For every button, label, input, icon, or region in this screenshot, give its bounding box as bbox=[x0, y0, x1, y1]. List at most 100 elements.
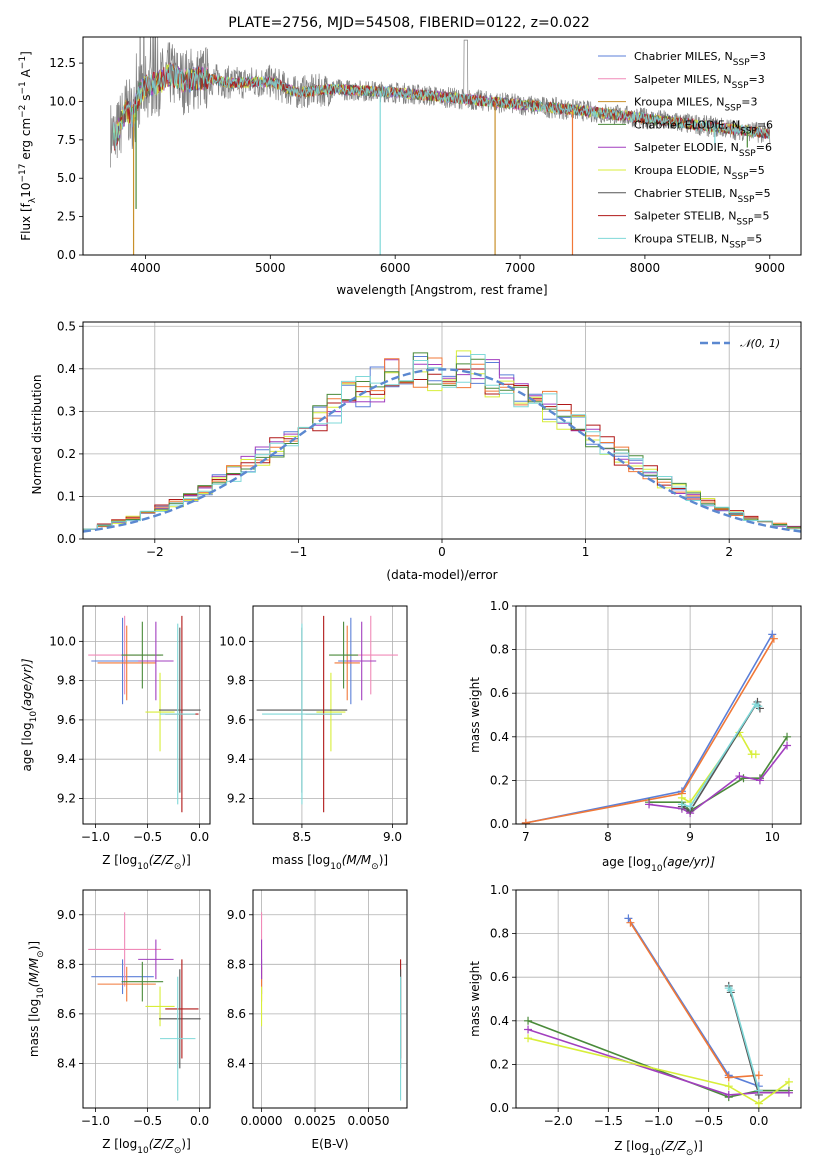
x-tick-label: 7 bbox=[522, 830, 530, 844]
panel-age_vs_Z: −1.0 −0.5 0.0 9.2 9.4 9.6 9.8 10.0 Z [log10(Z/Z⊙… bbox=[20, 605, 211, 872]
y-tick-label: 0.4 bbox=[490, 1014, 509, 1028]
mass-weight-marker bbox=[754, 702, 763, 711]
x-tick-label: −2.0 bbox=[544, 1114, 573, 1128]
y-tick-label: 0.2 bbox=[490, 1057, 509, 1071]
x-tick-label: 0.0 bbox=[190, 830, 209, 844]
mass-weight-marker bbox=[754, 1099, 763, 1108]
panel-mass_weight_vs_age: 7 8 9 10 0.0 0.2 0.4 0.6 0.8 1.0 age [log10(age/yr… bbox=[468, 599, 802, 874]
y-tick-label: 10.0 bbox=[219, 634, 246, 648]
mass-weight-marker bbox=[524, 1016, 533, 1025]
x-tick-label: 10 bbox=[765, 830, 780, 844]
axes-frame bbox=[82, 605, 211, 825]
y-tick-label: 9.0 bbox=[227, 908, 246, 922]
x-tick-label: 5000 bbox=[255, 261, 286, 275]
plot-area bbox=[83, 350, 801, 533]
mass-weight-marker bbox=[783, 732, 792, 741]
axes-frame bbox=[252, 889, 408, 1109]
x-axis-label: Z [log10(Z/Z⊙)] bbox=[102, 853, 191, 872]
panel-mass_weight_vs_Z: −2.0 −1.5 −1.0 −0.5 0.0 0.0 0.2 0.4 0.6 0.8 1.0 Z [… bbox=[468, 883, 802, 1158]
x-axis-label: mass [log10(M/M⊙)] bbox=[272, 853, 388, 872]
y-tick-label: 8.4 bbox=[227, 1056, 246, 1070]
mass-weight-marker bbox=[677, 800, 686, 809]
mass-weight-line bbox=[525, 638, 775, 824]
y-tick-label: 2.5 bbox=[57, 210, 76, 224]
y-tick-label: 0.0 bbox=[490, 817, 509, 831]
x-tick-label: 0.0000 bbox=[241, 1114, 283, 1128]
y-tick-label: 8.4 bbox=[57, 1056, 76, 1070]
normal-curve bbox=[83, 368, 801, 533]
y-tick-label: 10.0 bbox=[49, 94, 76, 108]
figure-title: PLATE=2756, MJD=54508, FIBERID=0122, z=0… bbox=[228, 15, 590, 31]
y-tick-label: 12.5 bbox=[49, 56, 76, 70]
y-tick-label: 7.5 bbox=[57, 133, 76, 147]
y-tick-label: 9.2 bbox=[57, 791, 76, 805]
y-tick-label: 0.1 bbox=[57, 489, 76, 503]
x-tick-label: −2 bbox=[146, 545, 164, 559]
mass-weight-marker bbox=[686, 802, 695, 811]
y-tick-label: 8.8 bbox=[57, 957, 76, 971]
y-tick-label: 8.8 bbox=[227, 957, 246, 971]
legend-entry: Kroupa MILES, NSSP=3 bbox=[634, 96, 758, 114]
plot-area bbox=[524, 914, 793, 1108]
y-tick-label: 0.8 bbox=[490, 643, 509, 657]
legend-entry: Chabrier MILES, NSSP=3 bbox=[634, 50, 766, 68]
mass-weight-marker bbox=[751, 750, 760, 759]
model-spectrum bbox=[112, 64, 770, 150]
panel-residuals: −2 −1 0 1 2 0.0 0.1 0.2 0.3 0.4 0.5 (data-model)/er… bbox=[30, 319, 802, 582]
axes-frame bbox=[82, 321, 802, 540]
mass-weight-marker bbox=[645, 800, 654, 809]
mass-weight-marker bbox=[624, 914, 633, 923]
mass-weight-marker bbox=[768, 630, 777, 639]
mass-weight-line bbox=[629, 922, 759, 1079]
x-tick-label: −1 bbox=[290, 545, 308, 559]
legend-entry: 𝒩(0, 1) bbox=[740, 337, 780, 350]
legend-entry: Kroupa STELIB, NSSP=5 bbox=[634, 232, 762, 250]
grid bbox=[253, 890, 407, 1108]
mass-weight-marker bbox=[626, 918, 635, 927]
y-tick-label: 0.4 bbox=[57, 362, 76, 376]
plot-area bbox=[521, 630, 792, 824]
grid bbox=[83, 890, 210, 1108]
y-tick-label: 0.3 bbox=[57, 404, 76, 418]
mass-weight-line bbox=[681, 702, 759, 808]
mass-weight-line bbox=[525, 633, 773, 824]
x-tick-label: 9 bbox=[686, 830, 694, 844]
y-axis-label: mass weight bbox=[468, 677, 482, 753]
plot-area bbox=[261, 912, 402, 1101]
legend-entry: Salpeter MILES, NSSP=3 bbox=[634, 73, 765, 91]
y-tick-label: 0.5 bbox=[57, 319, 76, 333]
residual-histogram bbox=[83, 354, 801, 530]
panel-mass_vs_Z: −1.0 −0.5 0.0 8.4 8.6 8.8 9.0 Z [log10(Z/Z⊙)] ma… bbox=[27, 889, 211, 1156]
y-tick-label: 0.4 bbox=[490, 730, 509, 744]
legend-entry: Chabrier ELODIE, NSSP=6 bbox=[634, 118, 773, 136]
y-tick-label: 9.0 bbox=[57, 908, 76, 922]
y-tick-label: 9.2 bbox=[227, 791, 246, 805]
grid bbox=[253, 606, 407, 824]
mass-weight-line bbox=[649, 736, 788, 812]
x-tick-label: 9000 bbox=[755, 261, 786, 275]
mass-weight-marker bbox=[724, 1082, 733, 1091]
y-axis-label: mass weight bbox=[468, 961, 482, 1037]
y-tick-label: 1.0 bbox=[490, 599, 509, 613]
legend-entry: Salpeter ELODIE, NSSP=6 bbox=[634, 141, 772, 159]
y-tick-label: 0.8 bbox=[490, 927, 509, 941]
mass-weight-marker bbox=[726, 986, 735, 995]
legend-entry: Chabrier STELIB, NSSP=5 bbox=[634, 187, 771, 205]
x-tick-label: 4000 bbox=[130, 261, 161, 275]
y-tick-label: 8.6 bbox=[57, 1007, 76, 1021]
x-tick-label: 2 bbox=[725, 545, 733, 559]
y-tick-label: 9.6 bbox=[227, 713, 246, 727]
mass-weight-line bbox=[727, 985, 760, 1096]
x-axis-label: Z [log10(Z/Z⊙)] bbox=[614, 1139, 703, 1158]
axes-frame bbox=[515, 605, 802, 825]
x-tick-label: −1.0 bbox=[81, 830, 110, 844]
plot-area bbox=[88, 615, 201, 813]
panel-spectrum: 4000 5000 6000 7000 8000 9000 0.0 2.5 5.0 7.5 10.0… bbox=[18, 36, 802, 297]
plot-area bbox=[110, 37, 771, 255]
x-tick-label: 0.0025 bbox=[294, 1114, 336, 1128]
y-tick-label: 1.0 bbox=[490, 883, 509, 897]
y-tick-label: 8.6 bbox=[227, 1007, 246, 1021]
x-tick-label: −0.5 bbox=[133, 1114, 162, 1128]
mass-weight-marker bbox=[783, 741, 792, 750]
